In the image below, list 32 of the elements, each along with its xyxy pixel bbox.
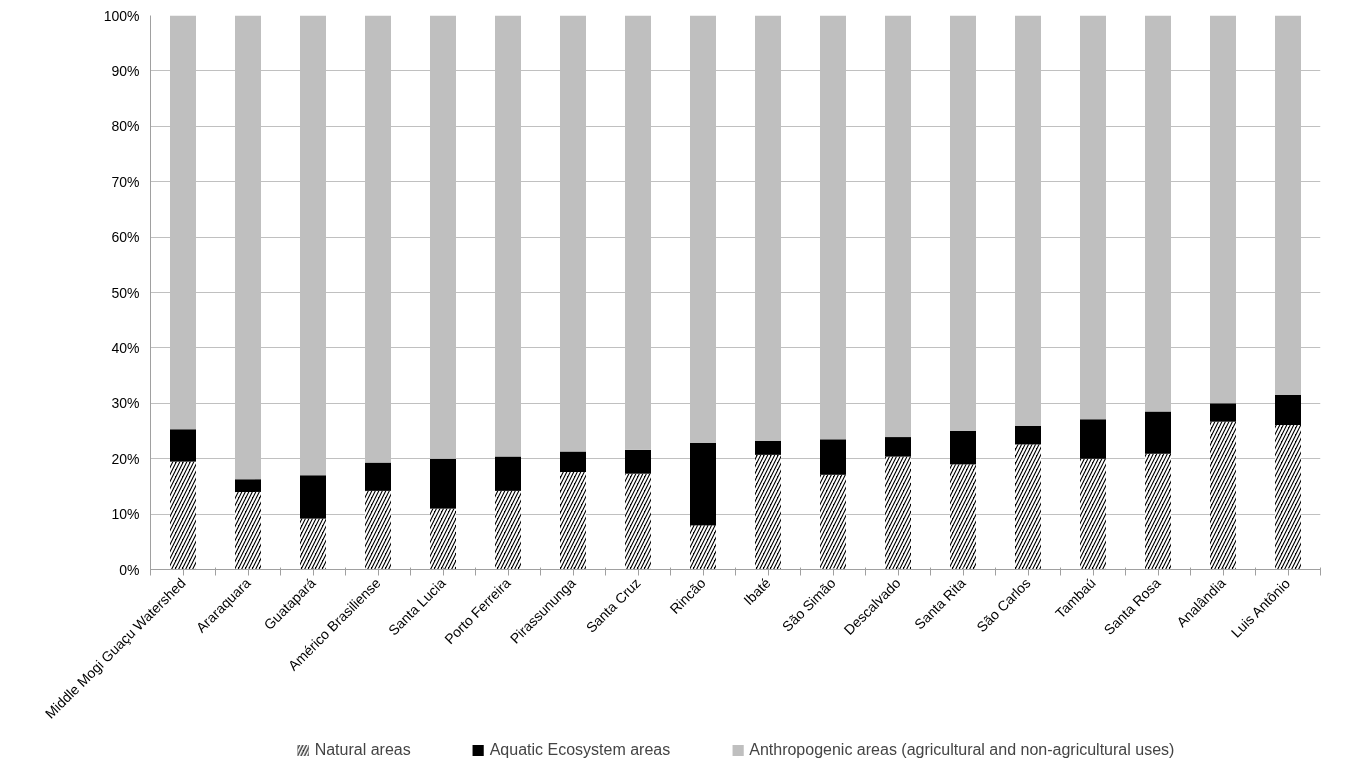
bar xyxy=(235,479,261,492)
bar xyxy=(625,449,651,474)
bar xyxy=(365,462,391,491)
y-tick-label: 50% xyxy=(111,284,140,301)
bar xyxy=(1210,403,1236,422)
y-tick-label: 80% xyxy=(111,118,140,135)
y-tick-label: 0% xyxy=(119,561,140,578)
bar xyxy=(1015,426,1041,445)
bar xyxy=(950,431,976,465)
y-tick-label: 20% xyxy=(111,450,140,467)
y-tick-label: 40% xyxy=(111,339,140,356)
bar xyxy=(820,439,846,475)
y-tick-label: 70% xyxy=(111,173,140,190)
bar xyxy=(885,437,911,457)
y-tick-label: 90% xyxy=(111,62,140,79)
bar xyxy=(755,440,781,455)
bar xyxy=(1080,419,1106,459)
bar xyxy=(690,442,716,526)
legend-label: Anthropogenic areas (agricultural and non-agricultural uses) xyxy=(749,741,1175,759)
bar xyxy=(560,451,586,472)
y-tick-label: 10% xyxy=(111,506,140,523)
y-tick-label: 30% xyxy=(111,395,140,412)
legend-label: Aquatic Ecosystem areas xyxy=(489,741,671,759)
y-tick-label: 60% xyxy=(111,229,140,246)
y-tick-label: 100% xyxy=(103,7,140,24)
bar xyxy=(495,456,521,491)
legend-label: Natural areas xyxy=(314,741,411,759)
bar xyxy=(170,429,196,462)
bar xyxy=(1145,411,1171,454)
bar xyxy=(300,475,326,519)
bar xyxy=(430,458,456,509)
bar xyxy=(1275,394,1301,425)
